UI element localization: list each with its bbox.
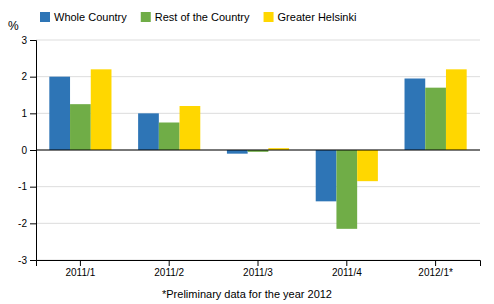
bar [446,69,467,150]
legend-label: Rest of the Country [155,11,250,23]
x-tick-mark [258,260,259,266]
legend-swatch [141,12,151,22]
y-tick-label: 3 [21,35,27,46]
bar [49,77,70,150]
bar [425,88,446,150]
x-tick: 2011/3 [243,260,273,278]
y-tick-mark [30,113,36,114]
y-tick-label: -1 [18,181,27,192]
x-tick-label: 2011/4 [332,267,362,278]
chart: -3 -2 -1 0 1 2 3 2011/1 2011/2 2011/3 2011/4 2012/1… [0,0,494,304]
bar [357,150,378,181]
x-axis-line [37,261,481,267]
zero-line [36,150,480,151]
bar [70,104,91,150]
legend-label: Whole Country [54,11,127,23]
y-tick: -3 [18,255,36,266]
legend: Whole Country Rest of the Country Greater … [40,11,356,23]
bar [138,113,159,150]
bar [91,69,112,150]
x-tick: 2011/1 [65,260,95,278]
footnote: *Preliminary data for the year 2012 [162,288,332,300]
x-tick-mark [435,260,436,266]
y-tick: -1 [18,181,36,192]
x-tick-label: 2011/1 [65,267,95,278]
y-tick: 1 [21,108,36,119]
legend-item: Whole Country [40,11,127,23]
legend-swatch [40,12,50,22]
y-tick-label: 2 [21,71,27,82]
x-tick-mark [346,260,347,266]
y-tick-mark [30,150,36,151]
y-axis-label: % [8,19,19,33]
grid-line [36,223,480,224]
legend-item: Greater Helsinki [264,11,357,23]
bar [180,106,201,150]
y-tick-mark [30,187,36,188]
grid-line [36,150,480,151]
x-tick: 2012/1* [418,260,453,278]
bars [49,69,466,229]
legend-swatch [264,12,274,22]
y-axis-line [30,41,37,261]
bar [336,150,357,229]
x-tick-mark [80,260,81,266]
bar-series [91,69,467,181]
x-tick-mark [169,260,170,266]
legend-label: Greater Helsinki [278,11,357,23]
grid-line [36,186,480,187]
y-tick-label: 0 [21,145,27,156]
grid-line [36,40,480,41]
y-tick-label: -3 [18,255,27,266]
bar [405,79,426,151]
x-tick: 2011/2 [154,260,184,278]
y-tick-label: 1 [21,108,27,119]
y-axis: -3 -2 -1 0 1 2 3 [18,35,36,266]
y-tick: 2 [21,71,36,82]
y-tick-mark [30,40,36,41]
y-tick-mark [30,260,36,261]
y-tick: 3 [21,35,36,46]
grid [36,40,480,260]
y-tick-mark [30,77,36,78]
bar [159,123,180,151]
y-tick: 0 [21,145,36,156]
x-tick-label: 2011/2 [154,267,184,278]
y-tick: -2 [18,218,36,229]
bar [316,150,337,201]
y-tick-label: -2 [18,218,27,229]
bar [227,150,248,154]
bar-series [70,88,446,229]
legend-item: Rest of the Country [141,11,250,23]
x-tick-label: 2012/1* [418,267,453,278]
plot: -3 -2 -1 0 1 2 3 2011/1 2011/2 2011/3 2011/4 2012/1… [18,35,480,278]
y-tick-mark [30,223,36,224]
x-tick-label: 2011/3 [243,267,273,278]
x-axis: 2011/1 2011/2 2011/3 2011/4 2012/1* [37,260,481,278]
x-tick: 2011/4 [332,260,362,278]
